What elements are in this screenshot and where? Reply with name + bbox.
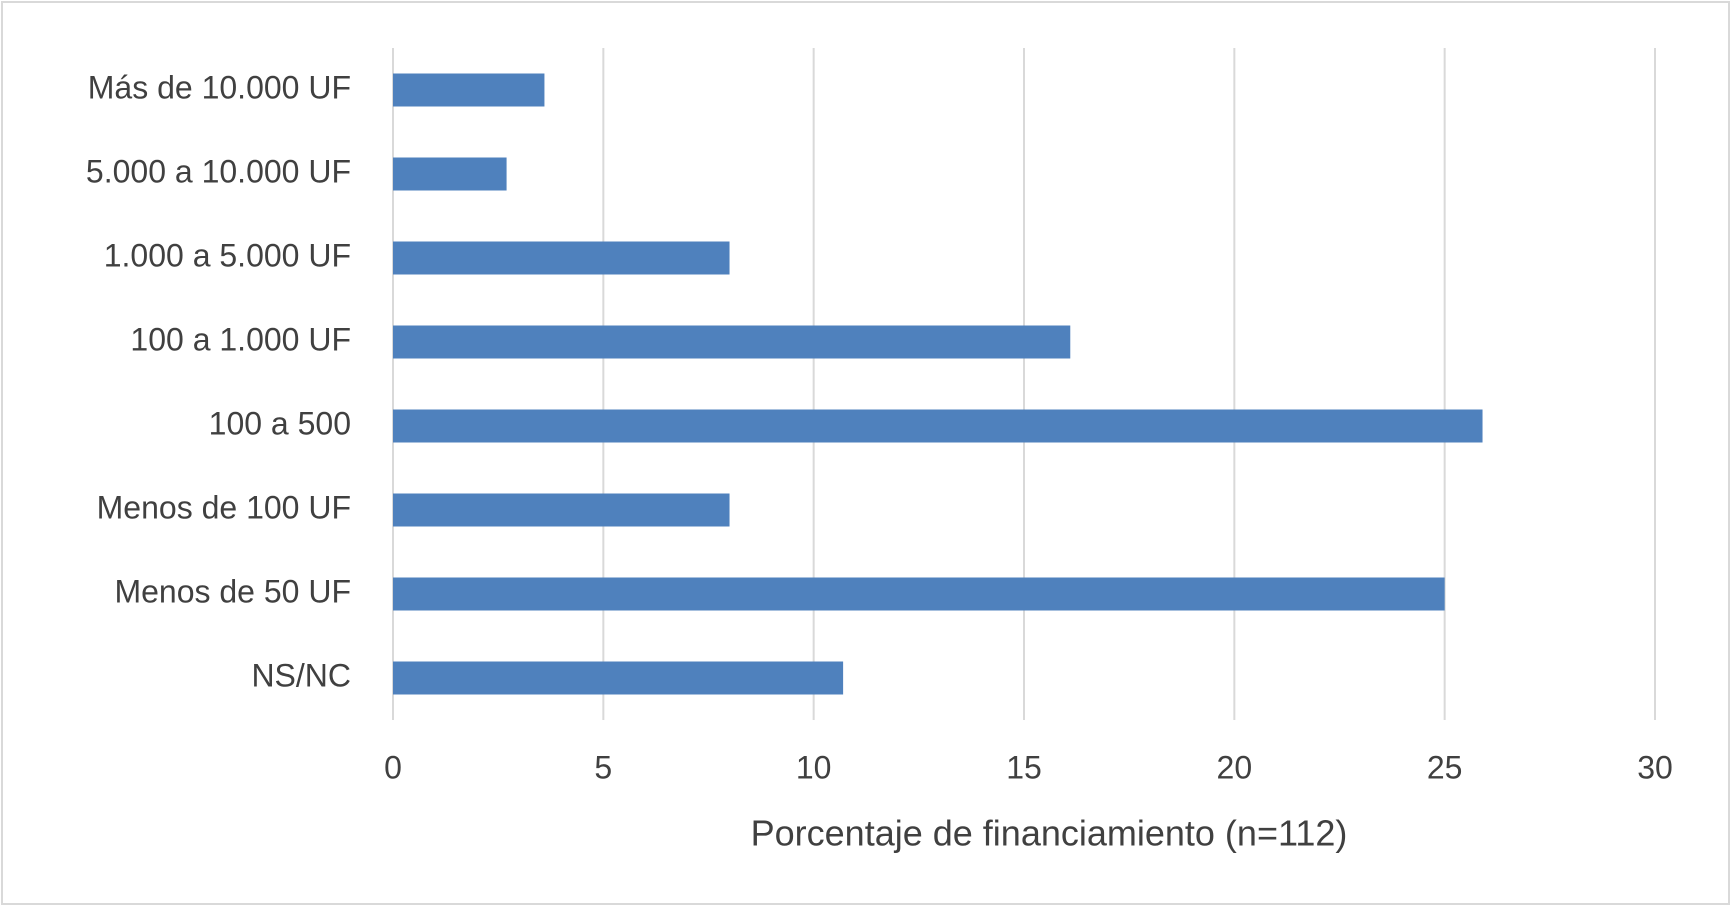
bar [393, 241, 730, 275]
bar [393, 157, 507, 191]
y-tick-label: Menos de 100 UF [97, 489, 351, 525]
x-tick-label: 20 [1217, 749, 1253, 785]
x-tick-label: 0 [384, 749, 402, 785]
x-tick-label: 30 [1637, 749, 1673, 785]
y-tick-label: Más de 10.000 UF [88, 69, 351, 105]
bar [393, 325, 1071, 359]
y-tick-label: 1.000 a 5.000 UF [104, 237, 351, 273]
y-tick-label: 100 a 500 [209, 405, 351, 441]
bar [393, 661, 844, 695]
x-tick-label: 25 [1427, 749, 1463, 785]
y-tick-label: 5.000 a 10.000 UF [86, 153, 351, 189]
y-tick-label: NS/NC [251, 657, 351, 693]
x-axis-title: Porcentaje de financiamiento (n=112) [751, 813, 1348, 854]
x-tick-label: 5 [594, 749, 612, 785]
bar [393, 409, 1483, 443]
x-tick-label: 15 [1006, 749, 1042, 785]
bar [393, 493, 730, 527]
y-tick-label: 100 a 1.000 UF [130, 321, 351, 357]
y-tick-label: Menos de 50 UF [114, 573, 351, 609]
x-tick-label: 10 [796, 749, 832, 785]
bar [393, 73, 545, 107]
bar [393, 577, 1445, 611]
